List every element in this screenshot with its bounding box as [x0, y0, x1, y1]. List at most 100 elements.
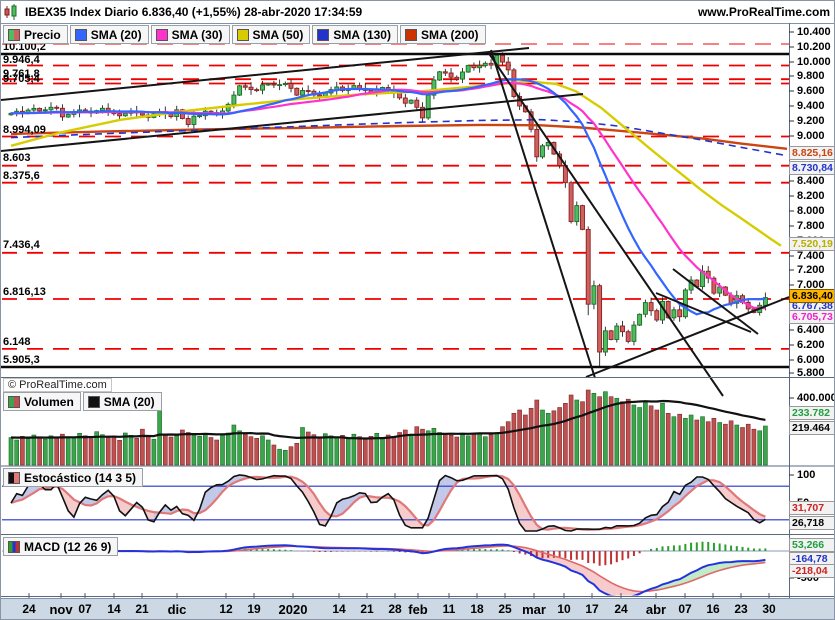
stoch-badge: 31,707 [789, 501, 834, 515]
copyright-label: © ProRealTime.com [3, 378, 112, 392]
stochastic-legend: Estocástico (14 3 5) [3, 468, 145, 487]
price-level-label: 9.946,4 [3, 54, 40, 66]
price-axis-tick: 9.400 [797, 100, 825, 112]
macd-legend: MACD (12 26 9) [3, 537, 120, 556]
date-label: 07 [678, 602, 692, 616]
price-axis-tick: 8.400 [797, 175, 825, 187]
candlestick-icon [4, 4, 17, 20]
date-label: 24 [22, 602, 36, 616]
legend-label: MACD (12 26 9) [24, 539, 112, 554]
legend-sma30[interactable]: SMA (30) [150, 25, 230, 44]
price-level-label: 9.705,4 [3, 73, 40, 85]
date-label: 14 [332, 602, 346, 616]
date-label: 30 [762, 602, 776, 616]
date-label: 24 [614, 602, 628, 616]
sma30-swatch [155, 28, 168, 41]
stoch-axis-tick: 100 [797, 469, 816, 481]
price-level-label: 8.603 [3, 152, 31, 164]
legend-estocastico[interactable]: Estocástico (14 3 5) [3, 468, 144, 487]
date-label: 25 [498, 602, 512, 616]
vol-sma20-swatch [87, 395, 100, 408]
price-axis-tick: 10.000 [797, 56, 831, 68]
price-level-label: 6.148 [3, 336, 31, 348]
price-axis-tick: 6.400 [797, 324, 825, 336]
price-level-label: 10.100,2 [3, 41, 46, 53]
legend-label: SMA (30) [171, 27, 223, 42]
date-label: 17 [585, 602, 599, 616]
legend-label: SMA (20) [90, 27, 142, 42]
chart-title: IBEX35 Index Diario 6.836,40 (+1,55%) 28… [25, 5, 363, 19]
price-level-label: 9.761,8 [3, 68, 40, 80]
date-label: 11 [442, 602, 456, 616]
legend-precio[interactable]: Precio [3, 25, 68, 44]
date-label: mar [522, 602, 546, 617]
legend-sma200[interactable]: SMA (200) [399, 25, 486, 44]
date-label: 2020 [278, 602, 308, 617]
date-label: 16 [706, 602, 720, 616]
legend-label: SMA (130) [333, 27, 391, 42]
price-level-label: 8.375,6 [3, 170, 40, 182]
volume-badge: 219.464 [789, 421, 834, 435]
price-axis-tick: 6.200 [797, 339, 825, 351]
price-axis-tick: 7.400 [797, 250, 825, 262]
volumen-swatch [8, 395, 20, 408]
price-axis-tick: 9.200 [797, 115, 825, 127]
date-label: 21 [135, 602, 149, 616]
date-label: 18 [470, 602, 484, 616]
price-axis-tick: 6.000 [797, 354, 825, 366]
sma200-swatch [404, 28, 417, 41]
price-axis-tick: 9.800 [797, 70, 825, 82]
legend-label: Estocástico (14 3 5) [24, 470, 137, 485]
price-axis-tick: 10.200 [797, 41, 831, 53]
precio-swatch [8, 28, 20, 41]
price-level-label: 6.816,13 [3, 286, 46, 298]
date-label: 23 [734, 602, 748, 616]
date-label: 07 [78, 602, 92, 616]
price-axis-tick: 7.800 [797, 220, 825, 232]
volume-badge: 233.782 [789, 406, 834, 420]
date-label: 10 [557, 602, 571, 616]
date-label: abr [645, 602, 667, 617]
price-badge: 7.520,19 [789, 237, 834, 251]
price-axis-tick: 9.600 [797, 85, 825, 97]
legend-sma50[interactable]: SMA (50) [231, 25, 311, 44]
date-label: 14 [107, 602, 121, 616]
legend-sma20[interactable]: SMA (20) [69, 25, 149, 44]
volume-legend: Volumen SMA (20) [3, 392, 164, 411]
title-bar: IBEX35 Index Diario 6.836,40 (+1,55%) 28… [1, 1, 834, 24]
price-axis-tick: 7.000 [797, 279, 825, 291]
price-axis-tick: 7.200 [797, 264, 825, 276]
date-label: 21 [360, 602, 374, 616]
legend-label: SMA (200) [420, 27, 479, 42]
site-link[interactable]: www.ProRealTime.com [697, 5, 830, 19]
price-badge: 6.836,40 [789, 289, 834, 303]
volume-axis-tick: 400.000 [797, 392, 835, 404]
date-label: 12 [219, 602, 233, 616]
sma50-swatch [236, 28, 249, 41]
macd-swatch [8, 540, 20, 553]
legend-label: Precio [24, 27, 61, 42]
date-label: feb [408, 602, 428, 617]
price-level-label: 5.905,3 [3, 354, 40, 366]
sma130-swatch [317, 28, 330, 41]
date-label: dic [167, 602, 187, 617]
date-axis[interactable] [1, 598, 834, 619]
stoch-badge: 26,718 [789, 516, 834, 530]
legend-sma130[interactable]: SMA (130) [312, 25, 398, 44]
price-badge: 8.730,84 [789, 161, 834, 175]
date-label: nov [49, 602, 73, 617]
price-level-label: 8.994,09 [3, 124, 46, 136]
price-badge: 8.825,16 [789, 146, 834, 160]
macd-badge: 53,266 [789, 538, 834, 552]
price-level-label: 7.436,4 [3, 239, 40, 251]
price-badge: 6.705,73 [789, 310, 834, 324]
price-legend: Precio SMA (20) SMA (30) SMA (50) SMA (1… [3, 25, 488, 44]
legend-vol-sma20[interactable]: SMA (20) [82, 392, 162, 411]
legend-volumen[interactable]: Volumen [3, 392, 81, 411]
macd-badge: -218,04 [789, 564, 834, 578]
estocastico-swatch [8, 471, 20, 484]
legend-macd[interactable]: MACD (12 26 9) [3, 537, 119, 556]
